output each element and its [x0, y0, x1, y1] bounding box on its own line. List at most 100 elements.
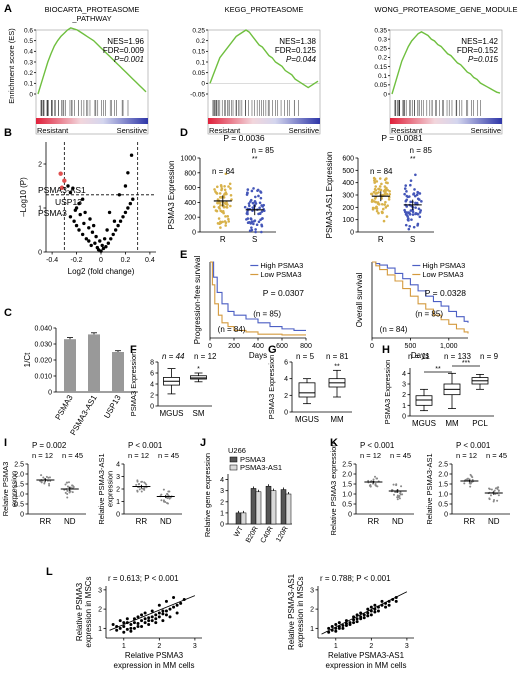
- dot-k-1-category-label: ND: [392, 517, 404, 526]
- scatter-l-2-y-tick-label: 3: [310, 587, 314, 594]
- dot-d-1-dot: [258, 201, 262, 205]
- gsea-3-y-tick-label: 0.1: [378, 73, 387, 80]
- dot-i-1-dot: [69, 490, 72, 493]
- volcano-point: [99, 249, 103, 253]
- dot-k-1-dot: [374, 475, 377, 478]
- dot-i-2-dot: [168, 497, 171, 500]
- scatter-l-2-x-label: Relative PSMA3-AS1: [328, 651, 405, 660]
- dot-d-2-dot: [384, 206, 388, 209]
- dot-d-1-dot: [223, 184, 226, 188]
- dot-d-2-dot: [408, 213, 412, 216]
- survival-1-x-tick-label: 400: [252, 343, 264, 350]
- dot-d-2-dot: [388, 189, 391, 193]
- dot-d-2-dot: [408, 224, 412, 228]
- box-f-y-tick-label: 6: [150, 371, 154, 378]
- dot-k-1-n-2: n = 45: [390, 451, 411, 460]
- dot-k-2-dot: [490, 488, 493, 491]
- survival-2-n-low: (n = 84): [380, 325, 408, 334]
- box-h-category-label: MGUS: [412, 419, 436, 428]
- dot-d-1-dot: [256, 189, 259, 192]
- scatter-l-1-point: [179, 601, 183, 605]
- dot-d-2-dot: [386, 188, 389, 192]
- bar-j-category-label: B20R: [245, 526, 260, 545]
- dot-d-1-dot: [216, 198, 220, 201]
- scatter-l-1-x-label: expression in MM cells: [114, 661, 195, 670]
- volcano-point: [131, 197, 135, 201]
- gsea-2-stat: P=0.044: [286, 55, 317, 64]
- dot-k-2-dot: [465, 478, 468, 481]
- survival-1-legend-low: Low PSMA3: [260, 270, 301, 279]
- dot-d-1-dot: [252, 187, 255, 190]
- gsea-1-label-sensitive: Sensitive: [117, 126, 147, 135]
- dot-d-2-dot: [373, 197, 377, 200]
- scatter-l-2-y-tick-label: 1: [310, 626, 314, 633]
- gsea-2-label-sensitive: Sensitive: [289, 126, 319, 135]
- dot-d-2-dot: [383, 193, 387, 196]
- dot-d-2-n-r: n = 84: [370, 167, 393, 176]
- gsea-1-title: _PATHWAY: [71, 14, 111, 23]
- dot-i-2-category-label: ND: [160, 517, 172, 526]
- box-g-y-tick-label: 0: [284, 410, 288, 417]
- volcano-point: [68, 215, 73, 219]
- box-f-y-tick-label: 8: [150, 360, 154, 367]
- dot-d-1-dot: [260, 230, 263, 234]
- box-g-y-tick-label: 2: [284, 393, 288, 400]
- dot-d-2-dot: [383, 178, 387, 182]
- gsea-1-y-tick-label: 0.4: [24, 49, 33, 56]
- scatter-l-1-point: [129, 623, 133, 627]
- dot-i-1-dot: [42, 476, 45, 479]
- bar-c-y-tick-label: 0: [48, 390, 52, 397]
- volcano-x-tick-label: 0.4: [145, 257, 155, 264]
- gsea-3-label-resistant: Resistant: [391, 126, 423, 135]
- dot-d-1-dot: [260, 223, 263, 227]
- scatter-l-1-x-tick-label: 1: [122, 643, 126, 650]
- dot-d-1-category-label: S: [252, 235, 257, 244]
- volcano-point: [123, 184, 128, 188]
- scatter-l-2-point: [359, 617, 363, 621]
- dot-d-2-y-tick-label: 200: [342, 205, 354, 212]
- dot-i-1-dot: [40, 481, 43, 484]
- dot-i-1-dot: [66, 493, 69, 496]
- dot-d-1-dot: [251, 201, 255, 205]
- volcano-point: [117, 193, 122, 197]
- scatter-l-1-point: [157, 611, 161, 615]
- bar-j-bar: [265, 485, 272, 525]
- gsea-3-y-tick-label: 0.25: [374, 46, 387, 53]
- scatter-l-2-point: [341, 626, 345, 630]
- bar-j-category-label: C40R: [260, 526, 275, 545]
- dot-d-2-dot: [377, 211, 380, 215]
- scatter-l-2-point: [352, 621, 356, 625]
- volcano-point: [80, 197, 85, 201]
- bar-j-bar: [250, 488, 257, 525]
- volcano-x-tick-label: 0.2: [121, 257, 131, 264]
- gsea-3-y-tick-label: 0.35: [374, 27, 387, 34]
- volcano-point: [109, 237, 113, 241]
- scatter-l-2-point: [366, 614, 370, 618]
- dot-d-2-dot: [385, 192, 389, 196]
- panel-letter-j: J: [200, 437, 206, 449]
- volcano-point: [129, 153, 134, 157]
- bar-j-y-tick-label: 3: [220, 488, 224, 495]
- bar-j-bar: [280, 489, 287, 525]
- scatter-l-2-stat: r = 0.788; P < 0.001: [320, 574, 391, 583]
- dot-k-2-dot: [471, 478, 474, 481]
- volcano-point: [102, 237, 107, 241]
- gsea-2-y-tick-label: 0.2: [196, 38, 205, 45]
- dot-d-1-dot: [250, 189, 254, 193]
- survival-2-x-label: Days: [411, 351, 429, 360]
- dot-d-2-dot: [384, 189, 387, 192]
- bar-j-legend-label: PSMA3-AS1: [240, 463, 282, 472]
- volcano-point: [126, 206, 130, 210]
- dot-k-1-dot: [369, 485, 372, 488]
- scatter-l-1-point: [122, 624, 126, 628]
- dot-d-2-dot: [415, 201, 419, 205]
- dot-k-1-dot: [399, 493, 402, 496]
- dot-d-1-y-tick-label: 600: [184, 185, 196, 192]
- volcano-point: [112, 219, 117, 223]
- box-f-y-label: PSMA3 Expression: [129, 352, 138, 417]
- volcano-point: [77, 228, 81, 232]
- dot-d-2-dot: [413, 188, 416, 191]
- bar-j-legend-swatch: [229, 456, 238, 463]
- bar-j-legend-swatch: [229, 464, 238, 471]
